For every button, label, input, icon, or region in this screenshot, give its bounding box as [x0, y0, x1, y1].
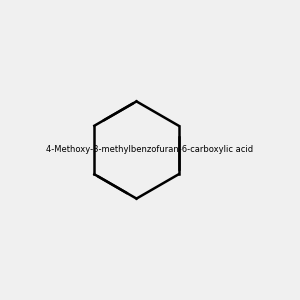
Text: 4-Methoxy-3-methylbenzofuran-6-carboxylic acid: 4-Methoxy-3-methylbenzofuran-6-carboxyli…: [46, 146, 253, 154]
